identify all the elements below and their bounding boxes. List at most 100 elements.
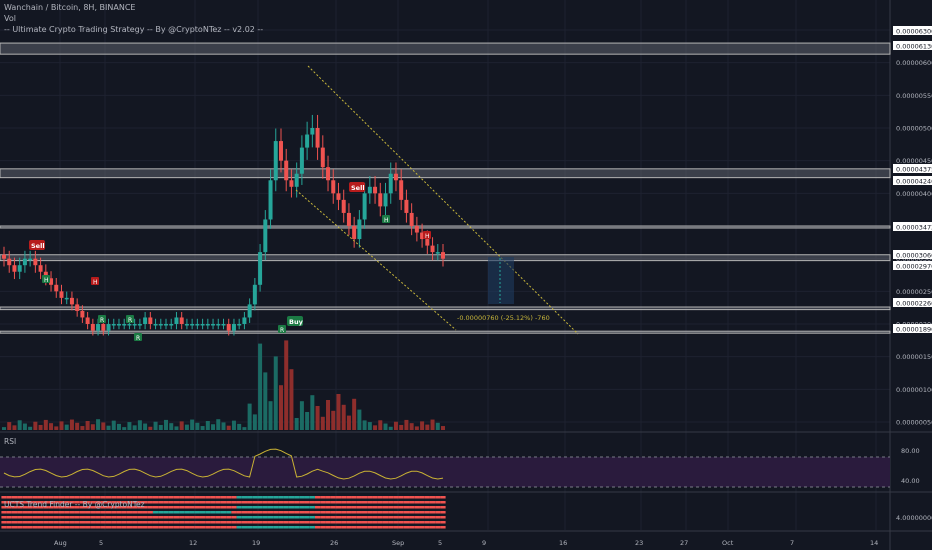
trend-stripe bbox=[424, 501, 430, 504]
trend-stripe bbox=[189, 526, 195, 529]
trend-stripe bbox=[27, 526, 33, 529]
trend-stripe bbox=[105, 511, 112, 514]
trend-stripe bbox=[32, 506, 38, 509]
volume-bar bbox=[116, 423, 121, 430]
trend-stripe bbox=[100, 526, 106, 529]
candle-body bbox=[75, 304, 80, 311]
trend-stripe bbox=[152, 526, 159, 529]
sr-band bbox=[0, 168, 891, 179]
trend-stripe bbox=[48, 506, 54, 509]
trend-stripe bbox=[27, 516, 33, 519]
trend-stripe bbox=[142, 501, 148, 504]
volume-bar bbox=[430, 419, 435, 430]
volume-bar bbox=[80, 426, 85, 430]
candle-body bbox=[247, 304, 252, 318]
candle-body bbox=[393, 173, 398, 181]
trend-stripe bbox=[137, 496, 143, 499]
trend-stripe bbox=[152, 521, 159, 524]
trend-stripe bbox=[64, 506, 70, 509]
volume-bar bbox=[101, 422, 106, 430]
trend-stripe bbox=[168, 521, 174, 524]
trend-stripe bbox=[231, 526, 237, 529]
trend-stripe bbox=[372, 521, 378, 524]
channel-line-lower bbox=[295, 189, 457, 331]
trend-stripe bbox=[288, 511, 295, 514]
trend-stripe bbox=[273, 506, 279, 509]
trend-stripe bbox=[22, 511, 28, 514]
trend-stripe bbox=[48, 501, 54, 504]
trend-stripe bbox=[173, 506, 180, 509]
volume-bar bbox=[33, 421, 38, 430]
trend-stripe bbox=[283, 526, 289, 529]
trend-stripe bbox=[194, 521, 200, 524]
volume-bar bbox=[346, 415, 351, 430]
volume-bar bbox=[64, 424, 69, 430]
trend-stripe bbox=[273, 496, 279, 499]
trend-stripe bbox=[382, 506, 389, 509]
trend-stripe bbox=[205, 516, 211, 519]
trend-stripe bbox=[111, 521, 117, 524]
volume-bar bbox=[299, 401, 304, 430]
trend-stripe bbox=[220, 506, 227, 509]
candle-body bbox=[414, 226, 419, 233]
volume-bar bbox=[143, 423, 148, 430]
trend-stripe bbox=[53, 501, 59, 504]
candle-body bbox=[211, 324, 216, 326]
trend-stripe bbox=[210, 506, 216, 509]
trend-stripe bbox=[220, 501, 227, 504]
trend-stripe bbox=[341, 516, 347, 519]
trend-stripe bbox=[95, 521, 101, 524]
trend-stripe bbox=[419, 506, 425, 509]
trend-stripe bbox=[43, 526, 49, 529]
trend-stripe bbox=[435, 496, 441, 499]
candle-body bbox=[143, 317, 148, 324]
trend-stripe bbox=[388, 521, 394, 524]
trend-stripe bbox=[414, 506, 420, 509]
trend-stripe bbox=[121, 511, 127, 514]
trend-stripe bbox=[362, 501, 368, 504]
trend-stripe bbox=[90, 506, 96, 509]
trend-stripe bbox=[356, 521, 362, 524]
trend-stripe bbox=[111, 506, 117, 509]
trend-stripe bbox=[398, 526, 404, 529]
trend-stripe bbox=[11, 501, 18, 504]
trend-stripe bbox=[273, 511, 279, 514]
measure-label: -0.00000760 (-25.12%) -760 bbox=[457, 314, 550, 322]
trend-stripe bbox=[215, 506, 221, 509]
trend-stripe bbox=[382, 501, 389, 504]
trend-stripe bbox=[440, 506, 446, 509]
trend-stripe bbox=[304, 511, 310, 514]
trend-stripe bbox=[435, 501, 441, 504]
trend-stripe bbox=[100, 521, 106, 524]
volume-bar bbox=[414, 426, 419, 430]
trend-stripe bbox=[283, 506, 289, 509]
trend-stripe bbox=[64, 511, 70, 514]
trend-stripe bbox=[335, 501, 342, 504]
trend-stripe bbox=[132, 506, 138, 509]
trend-stripe bbox=[388, 501, 394, 504]
trend-stripe bbox=[58, 496, 65, 499]
trend-stripe bbox=[116, 516, 122, 519]
trend-stripe bbox=[398, 521, 404, 524]
volume-bar bbox=[393, 421, 398, 430]
candle-body bbox=[430, 245, 435, 253]
trend-stripe bbox=[6, 511, 12, 514]
trend-stripe bbox=[346, 501, 352, 504]
trend-stripe bbox=[90, 496, 96, 499]
volume-bar bbox=[190, 419, 195, 430]
candle-body bbox=[263, 219, 268, 253]
trend-stripe bbox=[388, 526, 394, 529]
price-highlight-label: 0.00002260 bbox=[896, 300, 932, 308]
volume-bar bbox=[75, 422, 80, 430]
price-axis-label: 0.00000150 bbox=[896, 353, 932, 361]
trend-stripe bbox=[205, 496, 211, 499]
volume-bar bbox=[137, 420, 142, 430]
trend-stripe bbox=[393, 496, 399, 499]
volume-bar bbox=[2, 427, 6, 430]
rsi-axis-label: 80.00 bbox=[901, 447, 920, 455]
trend-stripe bbox=[74, 506, 80, 509]
trend-stripe bbox=[419, 521, 425, 524]
trend-stripe bbox=[409, 521, 415, 524]
trend-stripe bbox=[147, 526, 153, 529]
